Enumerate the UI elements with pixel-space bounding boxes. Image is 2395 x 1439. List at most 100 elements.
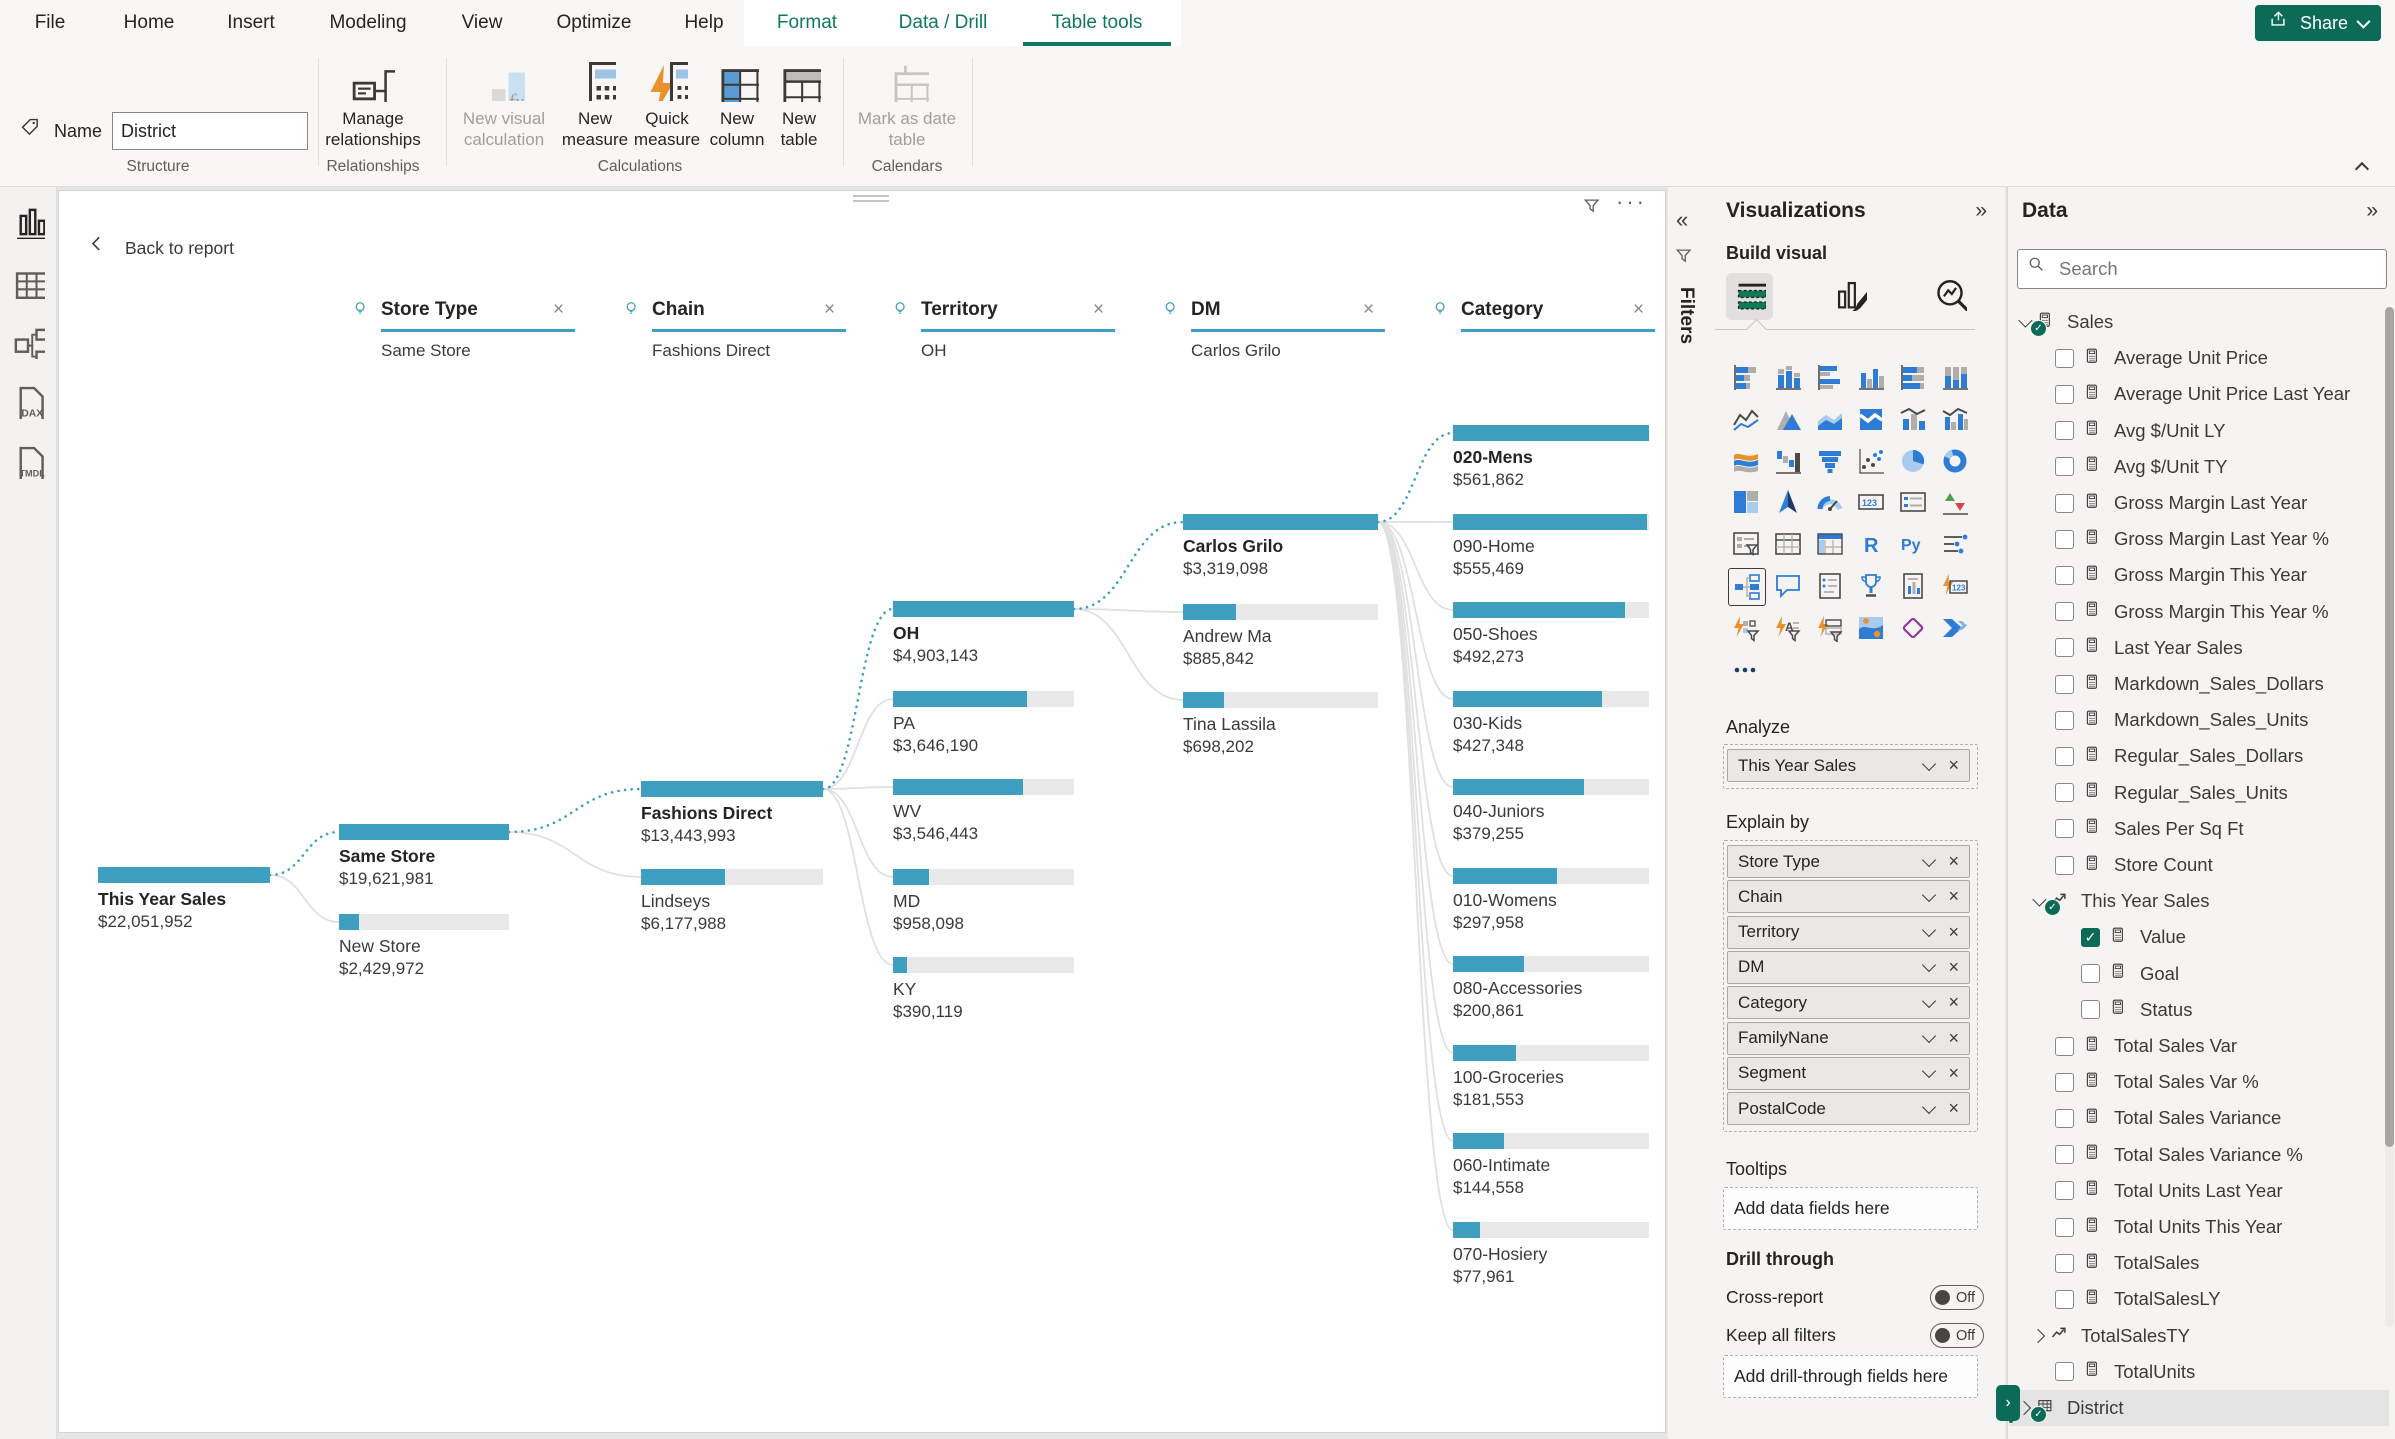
sidebar-item-tmdl-view[interactable]: TMDL bbox=[11, 445, 45, 483]
visual-funnel-chart-icon[interactable] bbox=[1812, 443, 1848, 479]
field-pill-chain[interactable]: Chain × bbox=[1727, 880, 1970, 914]
tree-node-tina-lassila[interactable]: Tina Lassila $698,202 bbox=[1183, 692, 1378, 757]
chevron-down-icon[interactable] bbox=[1922, 1028, 1937, 1044]
data-field-average-unit-price[interactable]: Average Unit Price bbox=[2009, 340, 2395, 376]
chevron-down-icon[interactable] bbox=[1922, 923, 1937, 938]
visual-100-stacked-area-chart-icon[interactable] bbox=[1853, 401, 1889, 437]
chevron-down-icon[interactable] bbox=[1922, 756, 1937, 771]
field-checkbox[interactable] bbox=[2055, 1145, 2074, 1165]
drill-through-well[interactable]: Add drill-through fields here bbox=[1723, 1355, 1978, 1398]
visual-key-influencers-icon[interactable] bbox=[1937, 526, 1973, 562]
share-button[interactable]: Share bbox=[2254, 5, 2381, 41]
tree-node-this-year-sales[interactable]: This Year Sales $22,051,952 bbox=[98, 867, 270, 932]
visual-gauge-icon[interactable] bbox=[1812, 484, 1848, 520]
remove-field-icon[interactable]: × bbox=[1948, 886, 1959, 907]
field-checkbox[interactable] bbox=[2081, 964, 2100, 984]
collapse-ribbon-icon[interactable] bbox=[2354, 161, 2370, 177]
data-table-sales[interactable]: ✓ Sales bbox=[2009, 304, 2389, 340]
visual-decomposition-tree-icon[interactable] bbox=[1728, 568, 1766, 606]
field-checkbox[interactable] bbox=[2081, 1000, 2100, 1020]
data-field-gross-margin-last-year[interactable]: Gross Margin Last Year % bbox=[2009, 521, 2395, 557]
remove-field-icon[interactable]: × bbox=[1948, 755, 1959, 775]
field-checkbox[interactable] bbox=[2055, 855, 2074, 875]
field-pill-dm[interactable]: DM × bbox=[1727, 950, 1970, 984]
tree-node-100-groceries[interactable]: 100-Groceries $181,553 bbox=[1453, 1045, 1649, 1110]
tab-build-visual[interactable] bbox=[1726, 273, 1773, 320]
data-field-markdown-sales-dollars[interactable]: Markdown_Sales_Dollars bbox=[2009, 666, 2395, 702]
field-pill-familynane[interactable]: FamilyNane × bbox=[1727, 1021, 1970, 1055]
field-checkbox[interactable] bbox=[2055, 529, 2074, 549]
field-checkbox[interactable] bbox=[2055, 421, 2074, 441]
visual-metrics-icon[interactable] bbox=[1853, 568, 1889, 604]
field-checkbox[interactable] bbox=[2055, 1362, 2074, 1382]
data-field-this-year-sales[interactable]: ✓ This Year Sales bbox=[2009, 883, 2395, 919]
visual-stacked-column-chart-icon[interactable] bbox=[1770, 359, 1806, 395]
visual-clustered-bar-chart-icon[interactable] bbox=[1812, 359, 1848, 395]
tree-node-same-store[interactable]: Same Store $19,621,981 bbox=[339, 824, 509, 889]
visual-smart-narrative-icon[interactable] bbox=[1812, 568, 1848, 604]
visual-scatter-chart-icon[interactable] bbox=[1853, 443, 1889, 479]
visual-matrix-icon[interactable] bbox=[1812, 526, 1848, 562]
sidebar-item-table-view[interactable] bbox=[11, 265, 48, 299]
visual-paginated-report-icon[interactable] bbox=[1895, 568, 1931, 604]
menu-item-optimize[interactable]: Optimize bbox=[556, 12, 632, 33]
new-measure-button[interactable]: New measure bbox=[560, 56, 630, 150]
data-field-gross-margin-last-year[interactable]: Gross Margin Last Year bbox=[2009, 485, 2395, 521]
cross-report-toggle[interactable]: Off bbox=[1930, 1285, 1984, 1310]
remove-level-icon[interactable]: × bbox=[1633, 299, 1645, 320]
expand-pane-button[interactable]: › bbox=[1996, 1385, 2020, 1421]
quick-measure-button[interactable]: Quick measure bbox=[632, 56, 702, 150]
remove-field-icon[interactable]: × bbox=[1948, 992, 1959, 1013]
sidebar-item-dax-query-view[interactable]: DAX bbox=[11, 385, 45, 423]
chevron-down-icon[interactable] bbox=[1922, 958, 1937, 973]
data-field-total-units-this-year[interactable]: Total Units This Year bbox=[2009, 1209, 2395, 1245]
tree-node-fashions-direct[interactable]: Fashions Direct $13,443,993 bbox=[641, 781, 823, 846]
visual-100-stacked-column-chart-icon[interactable] bbox=[1937, 359, 1973, 395]
field-checkbox[interactable] bbox=[2055, 1289, 2074, 1309]
data-field-markdown-sales-units[interactable]: Markdown_Sales_Units bbox=[2009, 702, 2395, 738]
tree-node-080-accessories[interactable]: 080-Accessories $200,861 bbox=[1453, 956, 1649, 1021]
data-field-last-year-sales[interactable]: Last Year Sales bbox=[2009, 630, 2395, 666]
field-pill-category[interactable]: Category × bbox=[1727, 986, 1970, 1020]
field-checkbox[interactable] bbox=[2055, 348, 2074, 368]
tree-node-new-store[interactable]: New Store $2,429,972 bbox=[339, 914, 509, 979]
remove-level-icon[interactable]: × bbox=[553, 299, 565, 320]
data-field-total-sales-variance[interactable]: Total Sales Variance % bbox=[2009, 1137, 2395, 1173]
field-checkbox[interactable] bbox=[2055, 1072, 2074, 1092]
field-checkbox[interactable] bbox=[2055, 1253, 2074, 1273]
remove-field-icon[interactable]: × bbox=[1948, 851, 1959, 871]
field-checkbox[interactable] bbox=[2055, 746, 2074, 766]
field-checkbox[interactable]: ✓ bbox=[2081, 927, 2100, 947]
tree-node-070-hosiery[interactable]: 070-Hosiery $77,961 bbox=[1453, 1222, 1649, 1287]
tree-node-lindseys[interactable]: Lindseys $6,177,988 bbox=[641, 869, 823, 934]
field-checkbox[interactable] bbox=[2055, 457, 2074, 477]
visual-map-icon[interactable] bbox=[1770, 484, 1806, 520]
visual-donut-chart-icon[interactable] bbox=[1937, 443, 1973, 479]
tree-node-wv[interactable]: WV $3,546,443 bbox=[893, 779, 1074, 844]
tree-node-oh[interactable]: OH $4,903,143 bbox=[893, 601, 1074, 666]
tree-node-090-home[interactable]: 090-Home $555,469 bbox=[1453, 514, 1649, 579]
field-checkbox[interactable] bbox=[2055, 710, 2074, 730]
tree-node-040-juniors[interactable]: 040-Juniors $379,255 bbox=[1453, 779, 1649, 844]
visual-arcgis-map-icon[interactable] bbox=[1853, 610, 1889, 646]
data-field-regular-sales-units[interactable]: Regular_Sales_Units bbox=[2009, 775, 2395, 811]
field-checkbox[interactable] bbox=[2055, 602, 2074, 622]
remove-field-icon[interactable]: × bbox=[1948, 1027, 1959, 1048]
tree-node-020-mens[interactable]: 020-Mens $561,862 bbox=[1453, 425, 1649, 490]
chevron-down-icon[interactable] bbox=[1922, 993, 1937, 1008]
field-checkbox[interactable] bbox=[2055, 384, 2074, 404]
remove-level-icon[interactable]: × bbox=[1093, 299, 1105, 320]
data-field-totalsalesty[interactable]: TotalSalesTY bbox=[2009, 1318, 2395, 1354]
remove-field-icon[interactable]: × bbox=[1948, 1098, 1959, 1119]
get-more-visuals-icon[interactable] bbox=[1728, 652, 1764, 688]
visual-100-stacked-bar-chart-icon[interactable] bbox=[1895, 359, 1931, 395]
data-field-store-count[interactable]: Store Count bbox=[2009, 847, 2395, 883]
back-to-report-button[interactable]: Back to report bbox=[89, 235, 234, 262]
remove-field-icon[interactable]: × bbox=[1948, 956, 1959, 977]
field-checkbox[interactable] bbox=[2055, 783, 2074, 803]
visual-text-slicer-new-icon[interactable]: A bbox=[1770, 610, 1806, 646]
tree-node-pa[interactable]: PA $3,646,190 bbox=[893, 691, 1074, 756]
data-field-regular-sales-dollars[interactable]: Regular_Sales_Dollars bbox=[2009, 738, 2395, 774]
tooltips-well[interactable]: Add data fields here bbox=[1723, 1187, 1978, 1230]
visual-line-and-clustered-column-chart-icon[interactable] bbox=[1937, 401, 1973, 437]
